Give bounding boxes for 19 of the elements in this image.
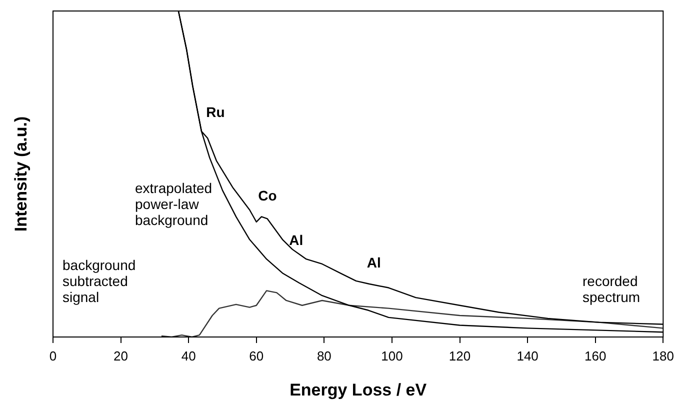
x-tick-label: 80 [316, 348, 332, 364]
annotation: Ru [206, 104, 225, 120]
x-tick-label: 160 [584, 348, 606, 364]
annotation: Al [289, 232, 304, 248]
x-tick-label: 0 [49, 348, 57, 364]
x-tick-label: 180 [652, 348, 674, 364]
y-axis-title: Intensity (a.u.) [12, 116, 31, 232]
series-label: extrapolated power-law background [135, 180, 212, 228]
x-tick-label: 40 [181, 348, 196, 364]
x-tick-label: 140 [516, 348, 538, 364]
annotation: Al [366, 254, 381, 271]
series-label: recorded spectrum [582, 272, 640, 305]
x-tick-label: 60 [249, 348, 264, 364]
x-tick-label: 120 [448, 348, 471, 364]
text: background subtracted signal [62, 256, 136, 305]
x-tick-label: 100 [381, 348, 403, 364]
x-axis-title: Energy Loss / eV [290, 380, 428, 400]
x-tick-label: 20 [114, 348, 128, 364]
annotation: Co [258, 188, 277, 204]
